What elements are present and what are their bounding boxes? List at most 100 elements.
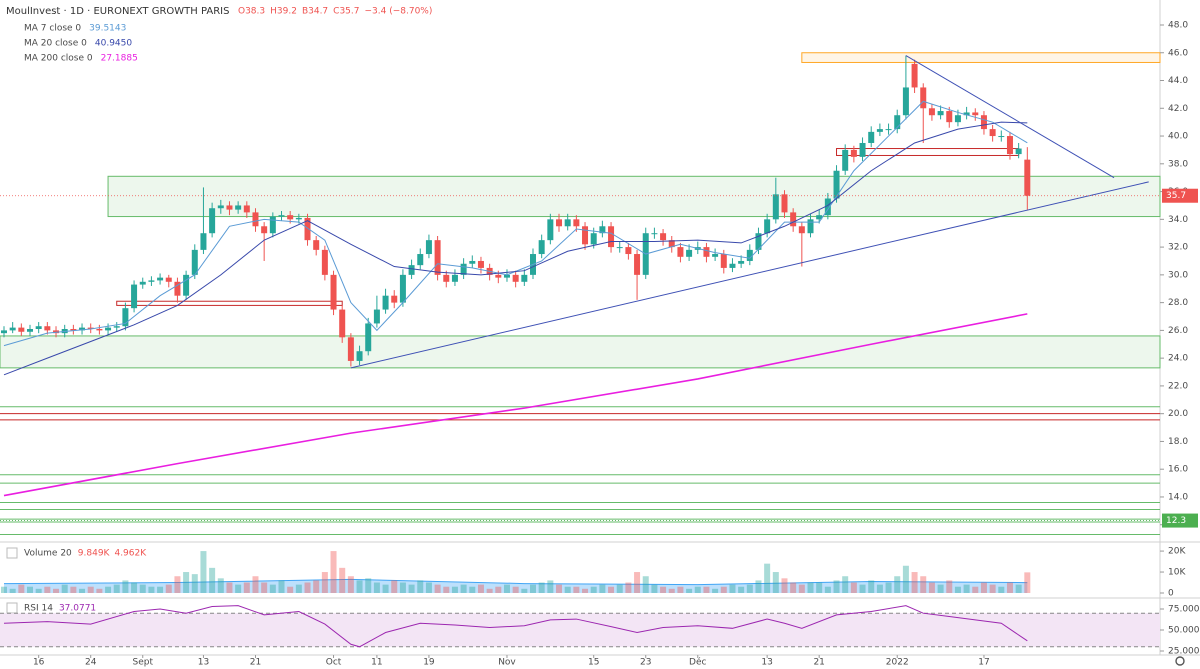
legend-value: 39.5143 [89, 24, 126, 34]
candle-body [139, 281, 146, 285]
candle-body [105, 327, 112, 331]
settings-icon[interactable] [1175, 656, 1185, 666]
candle-body [538, 240, 545, 255]
volume-bar [321, 572, 328, 593]
zone [107, 175, 1161, 218]
volume-bar [651, 584, 658, 593]
volume-bar [920, 576, 927, 593]
candle-body [989, 129, 996, 137]
candle-body [495, 274, 502, 278]
candle-body [772, 194, 779, 220]
volume-bar [113, 584, 120, 593]
x-tick-label: Nov [498, 658, 516, 668]
volume-bar [87, 586, 94, 593]
volume-bar [564, 586, 571, 593]
moving-average [3, 100, 1028, 347]
candle-body [885, 129, 892, 131]
candle-body [1015, 148, 1022, 155]
candle-body [720, 254, 727, 268]
candle-body [651, 233, 658, 235]
volume-bar [209, 567, 216, 593]
volume-bar [668, 588, 675, 593]
volume-bar [122, 580, 129, 593]
candle-body [686, 249, 693, 257]
volume-bar [582, 588, 589, 593]
y-tick-label: 44.0 [1168, 76, 1188, 86]
volume-bar [538, 582, 545, 593]
volume-bar [382, 584, 389, 593]
volume-bar [946, 580, 953, 593]
candle-body [425, 240, 432, 255]
x-tick-label: Oct [326, 658, 342, 668]
volume-bar [712, 588, 719, 593]
volume-ma [3, 578, 1028, 586]
volume-bar [764, 563, 771, 593]
candle-body [226, 205, 233, 210]
candle-body [113, 326, 120, 328]
candle-body [157, 277, 164, 281]
candle-body [616, 247, 623, 249]
legend-name: MA 200 close 0 [24, 54, 93, 64]
volume-bar [434, 584, 441, 593]
rsi-line [3, 605, 1028, 648]
y-tick-label: 20.0 [1168, 409, 1188, 419]
volume-bar [616, 584, 623, 593]
volume-bar [278, 580, 285, 593]
volume-bar [894, 576, 901, 593]
candle-body [625, 247, 632, 255]
x-tick-label: 21 [250, 658, 261, 668]
candle-body [278, 215, 285, 217]
volume-bar [807, 582, 814, 593]
candle-body [243, 205, 250, 213]
volume-bar [226, 582, 233, 593]
gear[interactable] [1175, 656, 1185, 666]
volume-bar [408, 584, 415, 593]
legend-value: 27.1885 [101, 54, 138, 64]
volume-bar [174, 576, 181, 593]
volume-bar [287, 586, 294, 593]
y-tick-label: 24.0 [1168, 354, 1188, 364]
zones [0, 52, 1161, 535]
y-tick-label: 46.0 [1168, 48, 1188, 58]
volume-bar [365, 578, 372, 593]
candle-body [590, 233, 597, 245]
candle-body [287, 215, 294, 220]
volume-ma-area [3, 579, 1028, 593]
moving-average [3, 313, 1028, 497]
volume-bar [772, 572, 779, 593]
volume-bar [44, 586, 51, 593]
volume-bar [980, 582, 987, 593]
volume-bar [738, 586, 745, 593]
x-tick-label: 13 [198, 658, 209, 668]
volume-bar [304, 582, 311, 593]
volume-bar [816, 582, 823, 593]
volume-bar [1015, 584, 1022, 593]
zone [0, 335, 1161, 369]
volume-bar [677, 586, 684, 593]
volume-bar [139, 584, 146, 593]
volume-bar [373, 582, 380, 593]
candle-body [712, 254, 719, 257]
candle-body [174, 281, 181, 296]
volume-bar [590, 586, 597, 593]
zone [801, 52, 1161, 63]
volume-bar [694, 586, 701, 593]
collapse-btn [6, 602, 18, 614]
volume-bar [183, 572, 190, 593]
candle-body [703, 247, 710, 257]
candle-body [53, 330, 60, 334]
volume-bar [443, 586, 450, 593]
volume-tick-label: 10K [1168, 568, 1186, 578]
volume-bar [529, 584, 536, 593]
ohlc: O38.3 H39.2 B34.7 C35.7 −3.4 (−8.70%) [238, 7, 432, 17]
y-tick-label: 30.0 [1168, 270, 1188, 280]
candle-body [443, 274, 450, 282]
volume-bar [27, 586, 34, 593]
x-tick-label: 17 [978, 658, 989, 668]
volume-bar [425, 582, 432, 593]
volume-title: Volume 20 [24, 549, 72, 559]
y-tick-label: 42.0 [1168, 104, 1188, 114]
candle-body [18, 327, 25, 332]
volume-bar [868, 580, 875, 593]
volume-bar [105, 586, 112, 593]
